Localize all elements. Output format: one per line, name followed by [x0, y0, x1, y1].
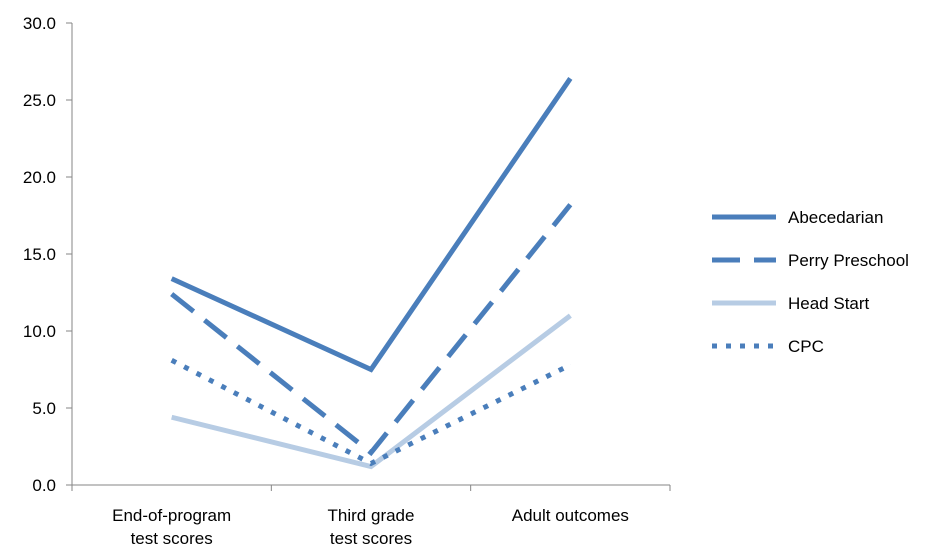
y-tick-label: 0.0	[32, 476, 56, 495]
x-category-label: Third grade test scores	[328, 506, 415, 548]
legend: Abecedarian Perry Preschool Head Start CPC	[712, 208, 909, 356]
y-tick-label: 10.0	[23, 322, 56, 341]
series-lines	[170, 77, 573, 470]
x-category-label-line: test scores	[330, 529, 412, 548]
x-category-label-line: End-of-program	[112, 506, 231, 525]
legend-label: Perry Preschool	[788, 251, 909, 270]
y-tick-label: 30.0	[23, 14, 56, 33]
y-tick-label: 20.0	[23, 168, 56, 187]
x-category-label: End-of-program test scores	[112, 506, 231, 548]
legend-label: Head Start	[788, 294, 870, 313]
x-category-label-line: Third grade	[328, 506, 415, 525]
series-line-abecedarian	[170, 77, 573, 373]
series-line-cpc	[170, 358, 572, 467]
series-line-perry-preschool	[170, 203, 573, 457]
y-axis-ticks: 0.0 5.0 10.0 15.0 20.0 25.0 30.0	[23, 14, 72, 495]
y-tick-label: 5.0	[32, 399, 56, 418]
axes	[71, 23, 670, 486]
legend-label: Abecedarian	[788, 208, 883, 227]
series-line-head-start	[171, 313, 572, 470]
x-category-label-line: test scores	[131, 529, 213, 548]
y-tick-label: 25.0	[23, 91, 56, 110]
x-axis-ticks: End-of-program test scores Third grade test…	[71, 485, 671, 548]
y-tick-label: 15.0	[23, 245, 56, 264]
x-category-label-line: Adult outcomes	[512, 506, 629, 525]
legend-label: CPC	[788, 337, 824, 356]
x-category-label: Adult outcomes	[512, 506, 629, 525]
